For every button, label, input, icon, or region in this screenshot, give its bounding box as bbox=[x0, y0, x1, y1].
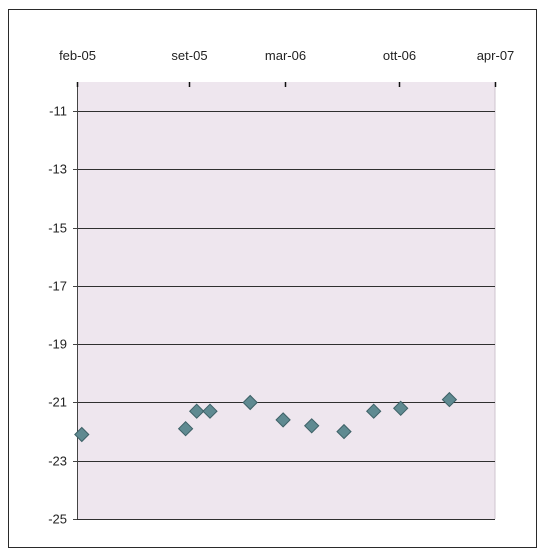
gridlines bbox=[77, 111, 495, 520]
y-tick-label: -25 bbox=[48, 512, 67, 527]
y-tick-label: -23 bbox=[48, 454, 67, 469]
x-tick-label: ott-06 bbox=[383, 48, 416, 63]
data-point bbox=[303, 418, 320, 434]
y-tick-label: -21 bbox=[48, 395, 67, 410]
y-tick-label: -17 bbox=[48, 279, 67, 294]
y-tick-label: -11 bbox=[49, 104, 67, 119]
plot-background bbox=[77, 82, 495, 519]
data-point bbox=[336, 423, 352, 440]
data-point bbox=[275, 412, 291, 428]
data-point bbox=[392, 400, 409, 417]
axes bbox=[73, 82, 497, 520]
data-point bbox=[74, 426, 90, 443]
data-point bbox=[202, 403, 218, 419]
data-point bbox=[188, 403, 205, 419]
data-point bbox=[177, 420, 194, 437]
scatter-chart: feb-05 set-05 mar-06 ott-06 apr-07 -11 -13 -15… bbox=[48, 48, 514, 527]
x-tick-labels: feb-05 set-05 mar-06 ott-06 apr-07 bbox=[59, 48, 514, 63]
x-tick-label: apr-07 bbox=[477, 48, 515, 63]
x-tick-label: mar-06 bbox=[265, 48, 306, 63]
data-point bbox=[365, 403, 382, 419]
chart-frame: feb-05 set-05 mar-06 ott-06 apr-07 -11 -13 -15… bbox=[8, 9, 537, 548]
y-tick-label: -19 bbox=[48, 337, 67, 352]
y-tick-label: -15 bbox=[48, 221, 67, 236]
y-tick-labels: -11 -13 -15 -17 -19 -21 -23 -25 bbox=[48, 104, 67, 527]
data-points bbox=[74, 391, 458, 443]
y-tick-label: -13 bbox=[48, 162, 67, 177]
data-point bbox=[441, 391, 458, 408]
plot-area bbox=[77, 82, 496, 519]
x-tick-label: feb-05 bbox=[59, 48, 96, 63]
data-point bbox=[242, 394, 258, 411]
x-tick-label: set-05 bbox=[171, 48, 207, 63]
